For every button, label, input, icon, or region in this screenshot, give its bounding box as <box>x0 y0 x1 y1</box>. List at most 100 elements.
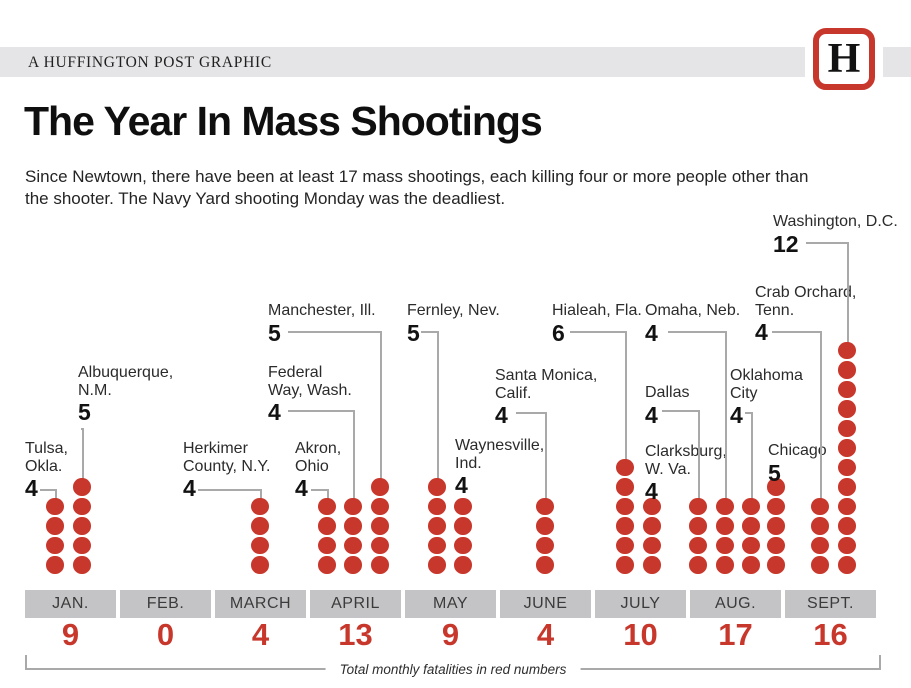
connector-line <box>516 412 547 500</box>
event-label: Federal Way, Wash. 4 <box>268 364 352 425</box>
fatality-dot <box>454 497 472 516</box>
fatality-dot <box>838 439 856 457</box>
fatality-dot <box>46 497 64 516</box>
connector-line <box>288 410 355 500</box>
fatality-dot <box>371 478 389 496</box>
header-bar <box>0 47 911 77</box>
huffpost-logo: H <box>813 28 875 90</box>
city-label: Tulsa, <box>25 440 68 457</box>
month-total: 9 <box>441 617 460 652</box>
fatality-dot <box>838 419 856 438</box>
fatality-dot <box>811 536 829 555</box>
city-label: Crab Orchard, <box>755 284 857 301</box>
fatality-dot <box>616 517 634 535</box>
fatality-dot <box>318 556 336 574</box>
fatality-count: 5 <box>268 319 281 346</box>
fatality-dot <box>838 556 856 574</box>
fatality-dot <box>689 536 707 555</box>
fatality-dot <box>838 478 856 496</box>
connector-line <box>806 242 849 344</box>
city-label: Chicago <box>768 442 827 459</box>
connector-line <box>668 331 727 500</box>
month-total: 4 <box>536 617 555 652</box>
city-label: Waynesville, <box>455 437 545 454</box>
event-label: Tulsa, Okla. 4 <box>25 440 68 501</box>
fatality-dot <box>344 497 362 516</box>
fatality-dot <box>838 536 856 555</box>
connector-line <box>745 412 753 500</box>
fatality-count: 4 <box>268 399 281 425</box>
fatality-dot <box>767 556 785 574</box>
fatalities-bracket: Total monthly fatalities in red numbers <box>25 655 881 677</box>
month-total: 10 <box>623 617 658 652</box>
fatality-dot <box>716 517 734 535</box>
fatality-dot <box>454 536 472 555</box>
connector-line <box>662 410 700 500</box>
city-label: City <box>730 384 758 402</box>
fatality-dot <box>536 556 554 574</box>
fatality-dot <box>251 497 269 516</box>
city-label: Federal <box>268 364 323 381</box>
month-box: AUG. <box>690 590 781 618</box>
fatality-dot <box>767 478 785 496</box>
fatality-dot <box>716 556 734 574</box>
fatality-dot <box>318 517 336 535</box>
fatality-dot <box>344 556 362 574</box>
city-label: Hialeah, Fla. <box>552 302 642 319</box>
month-box: SEPT. <box>785 590 876 618</box>
event-label: Albuquerque, N.M. 5 <box>78 364 173 425</box>
fatality-dot <box>838 497 856 516</box>
city-label: Okla. <box>25 457 63 475</box>
fatality-dot <box>371 556 389 574</box>
fatality-dot <box>643 497 661 516</box>
fatality-dot <box>616 536 634 555</box>
fatality-dot <box>838 400 856 418</box>
fatality-dot <box>616 478 634 496</box>
fatality-dot <box>716 536 734 555</box>
fatality-count: 4 <box>645 319 658 346</box>
city-label: County, N.Y. <box>183 457 271 475</box>
city-label: Clarksburg, <box>645 443 727 460</box>
fatality-dot <box>767 517 785 535</box>
fatality-dot <box>46 536 64 555</box>
fatality-dot <box>428 497 446 516</box>
fatality-count: 4 <box>755 319 768 345</box>
city-label: Herkimer <box>183 440 248 457</box>
connector-line <box>198 489 262 500</box>
month-box: MARCH <box>215 590 306 618</box>
fatality-dot <box>643 517 661 535</box>
month-total: 16 <box>813 617 848 652</box>
fatality-dot <box>454 517 472 535</box>
month-box: FEB. <box>120 590 211 618</box>
event-label: Herkimer County, N.Y. 4 <box>183 440 271 500</box>
city-label: Oklahoma <box>730 367 803 384</box>
fatality-dot <box>73 497 91 516</box>
fatality-dot <box>811 497 829 516</box>
city-label: Omaha, Neb. <box>645 302 741 319</box>
connector-line <box>421 331 439 481</box>
connector-line <box>772 331 822 500</box>
event-label: Washington, D.C. 12 <box>773 213 898 255</box>
fatality-dot <box>344 517 362 535</box>
fatality-dot <box>742 517 760 535</box>
fatality-count: 5 <box>78 399 91 425</box>
fatality-dot <box>73 478 91 496</box>
city-label: Akron, <box>295 440 342 457</box>
fatality-dot <box>742 536 760 555</box>
event-label: Santa Monica, Calif. 4 <box>495 367 597 428</box>
city-label: N.M. <box>78 381 112 399</box>
fatality-dot <box>428 478 446 496</box>
event-label: Dallas 4 <box>645 384 689 426</box>
fatality-count: 4 <box>25 475 38 501</box>
fatality-count: 4 <box>295 475 308 501</box>
fatality-count: 6 <box>552 319 565 346</box>
fatality-count: 4 <box>495 402 508 428</box>
fatality-dot <box>318 536 336 555</box>
month-box: JAN. <box>25 590 116 618</box>
fatality-dot <box>742 556 760 574</box>
month-box: JUNE <box>500 590 591 618</box>
fatality-dot <box>616 497 634 516</box>
event-label: Crab Orchard, Tenn. 4 <box>755 284 857 345</box>
fatality-dot <box>838 458 856 477</box>
